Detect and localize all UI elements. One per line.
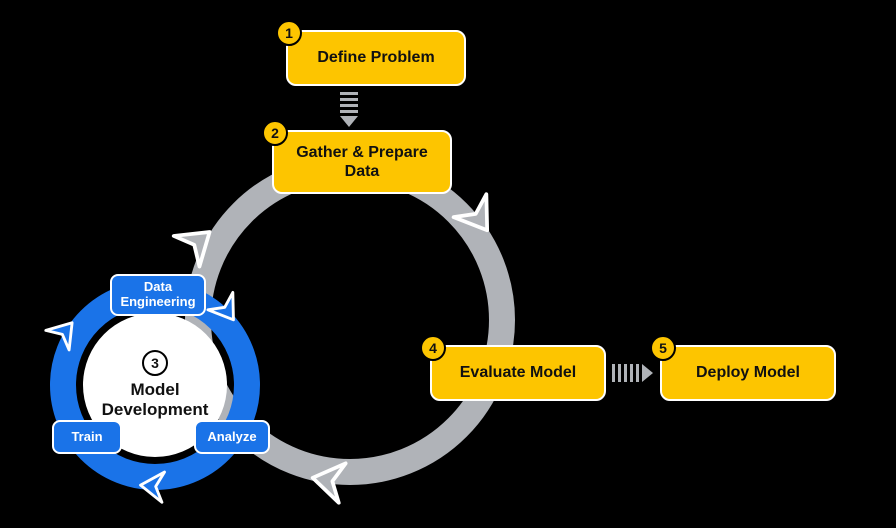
deploy-model-box: 5 Deploy Model xyxy=(660,345,836,401)
model-development-label: ModelDevelopment xyxy=(102,380,209,419)
step-3-badge: 3 xyxy=(142,350,168,376)
step-5-badge: 5 xyxy=(650,335,676,361)
evaluate-model-label: Evaluate Model xyxy=(460,363,576,382)
step-2-badge: 2 xyxy=(262,120,288,146)
gather-prepare-data-box: 2 Gather & PrepareData xyxy=(272,130,452,194)
evaluate-model-box: 4 Evaluate Model xyxy=(430,345,606,401)
data-engineering-box: DataEngineering xyxy=(110,274,206,316)
data-engineering-label: DataEngineering xyxy=(120,280,195,310)
define-problem-box: 1 Define Problem xyxy=(286,30,466,86)
diagram-stage: 3 ModelDevelopment 1 Define Problem 2 Ga… xyxy=(0,0,896,528)
connector-4-to-5 xyxy=(612,364,653,382)
analyze-box: Analyze xyxy=(194,420,270,454)
step-1-badge: 1 xyxy=(276,20,302,46)
connector-1-to-2 xyxy=(340,92,358,127)
train-label: Train xyxy=(71,430,102,445)
step-4-badge: 4 xyxy=(420,335,446,361)
define-problem-label: Define Problem xyxy=(317,48,434,67)
analyze-label: Analyze xyxy=(207,430,256,445)
deploy-model-label: Deploy Model xyxy=(696,363,800,382)
gather-prepare-data-label: Gather & PrepareData xyxy=(296,143,428,181)
train-box: Train xyxy=(52,420,122,454)
